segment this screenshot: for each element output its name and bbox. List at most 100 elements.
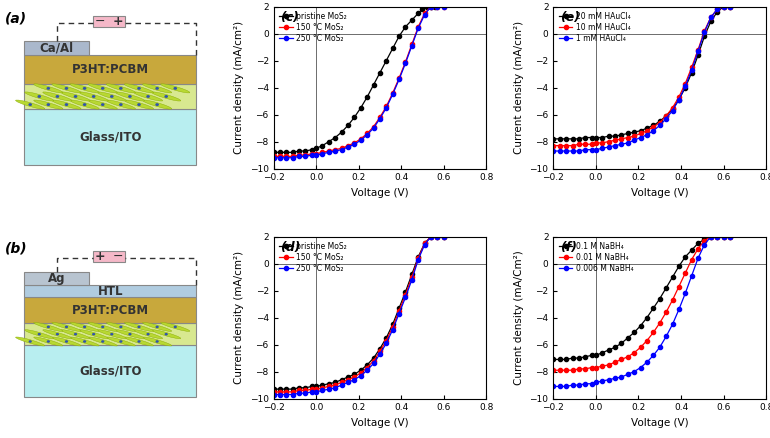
0.01 M NaBH₄	[668, 297, 677, 303]
150 °C MoS₂	[288, 154, 297, 159]
pristine MoS₂	[388, 321, 397, 327]
10 mM HAuCl₄	[604, 139, 613, 144]
250 °C MoS₂	[357, 373, 366, 378]
0.006 M NaBH₄	[581, 381, 590, 386]
pristine MoS₂	[337, 130, 346, 135]
150 °C MoS₂	[439, 234, 448, 239]
0.01 M NaBH₄	[574, 366, 584, 371]
250 °C MoS₂	[324, 150, 333, 155]
Circle shape	[47, 325, 50, 328]
Ellipse shape	[152, 330, 181, 339]
pristine MoS₂	[312, 146, 321, 151]
Ellipse shape	[61, 92, 90, 101]
Bar	[24, 85, 196, 109]
pristine MoS₂	[269, 386, 278, 392]
0.01 M NaBH₄	[681, 270, 690, 276]
Ellipse shape	[25, 92, 54, 101]
10 mM HAuCl₄	[611, 138, 620, 143]
Ellipse shape	[70, 100, 99, 109]
Bar	[24, 297, 196, 323]
pristine MoS₂	[337, 377, 346, 382]
0.1 M NaBH₄	[661, 285, 671, 290]
Text: Glass/ITO: Glass/ITO	[79, 131, 142, 144]
20 mM HAuCl₄	[649, 123, 658, 128]
250 °C MoS₂	[382, 105, 391, 110]
pristine MoS₂	[413, 11, 423, 16]
20 mM HAuCl₄	[712, 9, 721, 14]
10 mM HAuCl₄	[712, 7, 721, 12]
0.006 M NaBH₄	[649, 353, 658, 358]
20 mM HAuCl₄	[681, 85, 690, 90]
0.1 M NaBH₄	[719, 234, 728, 239]
0.1 M NaBH₄	[636, 323, 645, 328]
150 °C MoS₂	[324, 148, 333, 154]
Circle shape	[38, 95, 41, 98]
pristine MoS₂	[350, 372, 359, 377]
pristine MoS₂	[294, 385, 303, 390]
0.1 M NaBH₄	[611, 345, 620, 350]
Circle shape	[101, 325, 105, 328]
10 mM HAuCl₄	[675, 94, 684, 99]
Circle shape	[129, 333, 132, 336]
Circle shape	[156, 325, 159, 328]
0.1 M NaBH₄	[668, 275, 677, 280]
10 mM HAuCl₄	[581, 141, 590, 147]
10 mM HAuCl₄	[549, 143, 558, 148]
150 °C MoS₂	[433, 234, 442, 239]
Text: (a): (a)	[5, 11, 27, 25]
0.01 M NaBH₄	[630, 350, 639, 355]
0.01 M NaBH₄	[591, 365, 601, 370]
Ellipse shape	[161, 322, 190, 332]
Circle shape	[55, 95, 59, 98]
250 °C MoS₂	[312, 389, 321, 395]
pristine MoS₂	[439, 234, 448, 239]
Bar	[24, 85, 196, 109]
Text: P3HT:PCBM: P3HT:PCBM	[72, 63, 149, 76]
0.01 M NaBH₄	[561, 367, 571, 373]
150 °C MoS₂	[337, 146, 346, 151]
20 mM HAuCl₄	[574, 136, 584, 141]
0.006 M NaBH₄	[725, 234, 735, 239]
1 mM HAuCl₄	[630, 138, 639, 143]
0.006 M NaBH₄	[642, 360, 651, 365]
Ellipse shape	[43, 92, 72, 101]
Circle shape	[65, 340, 68, 343]
Ellipse shape	[125, 100, 153, 109]
20 mM HAuCl₄	[694, 53, 703, 58]
0.006 M NaBH₄	[675, 307, 684, 312]
0.01 M NaBH₄	[700, 238, 709, 243]
0.006 M NaBH₄	[719, 234, 728, 239]
Y-axis label: Current density (mA/cm²): Current density (mA/cm²)	[234, 21, 244, 154]
pristine MoS₂	[407, 272, 417, 277]
250 °C MoS₂	[282, 392, 291, 397]
0.01 M NaBH₄	[549, 367, 558, 373]
250 °C MoS₂	[357, 138, 366, 143]
10 mM HAuCl₄	[561, 143, 571, 148]
0.01 M NaBH₄	[581, 366, 590, 371]
1 mM HAuCl₄	[661, 116, 671, 121]
250 °C MoS₂	[307, 152, 316, 158]
20 mM HAuCl₄	[687, 70, 696, 75]
0.1 M NaBH₄	[561, 357, 571, 362]
150 °C MoS₂	[394, 308, 403, 314]
Line: 0.006 M NaBH₄: 0.006 M NaBH₄	[551, 234, 732, 389]
20 mM HAuCl₄	[591, 135, 601, 140]
FancyBboxPatch shape	[93, 251, 126, 261]
20 mM HAuCl₄	[661, 113, 671, 119]
Ellipse shape	[116, 92, 145, 101]
150 °C MoS₂	[388, 90, 397, 95]
pristine MoS₂	[401, 24, 410, 29]
250 °C MoS₂	[413, 25, 423, 31]
Text: −: −	[95, 15, 105, 28]
250 °C MoS₂	[401, 295, 410, 300]
Ellipse shape	[79, 330, 109, 339]
0.01 M NaBH₄	[655, 320, 665, 325]
X-axis label: Voltage (V): Voltage (V)	[351, 418, 409, 428]
0.01 M NaBH₄	[617, 357, 626, 362]
Line: pristine MoS₂: pristine MoS₂	[272, 234, 446, 391]
Circle shape	[28, 340, 32, 343]
150 °C MoS₂	[357, 136, 366, 141]
Ellipse shape	[106, 100, 136, 109]
0.01 M NaBH₄	[694, 246, 703, 251]
pristine MoS₂	[394, 34, 403, 39]
